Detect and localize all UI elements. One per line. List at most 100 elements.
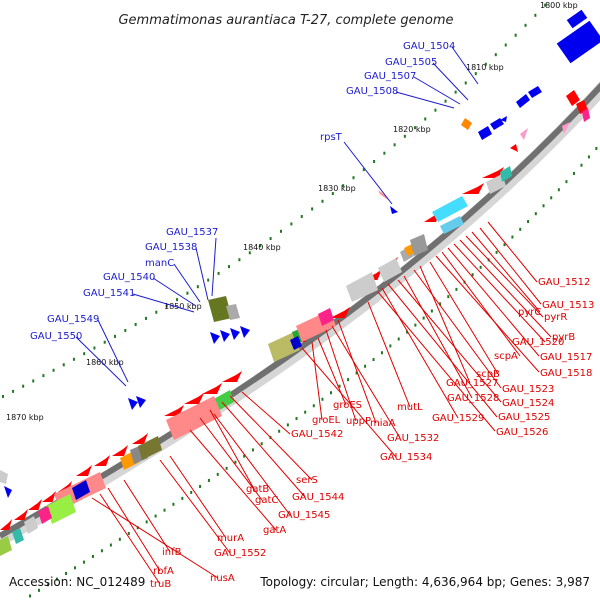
gene-arrow-red[interactable] [0, 519, 12, 530]
gene-block-pink[interactable] [38, 506, 52, 524]
gene-block-blue[interactable] [566, 9, 588, 29]
gene-label-murA[interactable]: murA [217, 533, 244, 544]
gene-block-teal[interactable] [500, 166, 512, 182]
gene-block-gray[interactable] [486, 174, 506, 194]
gene-arrow-red[interactable] [364, 269, 382, 280]
gene-label-GAU_1532[interactable]: GAU_1532 [387, 433, 439, 444]
gene-block-lightred[interactable] [378, 190, 388, 200]
gene-label-GAU_1513[interactable]: GAU_1513 [542, 300, 594, 311]
gene-label-gatA[interactable]: gatA [263, 525, 286, 536]
gene-label-GAU_1538[interactable]: GAU_1538 [145, 242, 197, 253]
gene-arrow-red[interactable] [566, 90, 580, 106]
gene-arrow-blue[interactable] [390, 206, 398, 214]
gene-label-GAU_1552[interactable]: GAU_1552 [214, 548, 266, 559]
gene-label-nusA[interactable]: nusA [210, 573, 235, 584]
gene-arrow-red[interactable] [184, 393, 204, 404]
gene-block-orange[interactable] [461, 118, 472, 130]
gene-label-GAU_1542[interactable]: GAU_1542 [291, 429, 343, 440]
gene-label-scpB[interactable]: scpB [476, 369, 500, 380]
gene-label-GAU_1544[interactable]: GAU_1544 [292, 492, 344, 503]
gene-label-GAU_1517[interactable]: GAU_1517 [540, 352, 592, 363]
gene-arrow-red[interactable] [164, 405, 184, 416]
gene-label-GAU_1508[interactable]: GAU_1508 [346, 86, 398, 97]
gene-block-teal[interactable] [12, 528, 24, 544]
gene-block-pink[interactable] [582, 108, 590, 122]
gene-arrow-red[interactable] [330, 307, 350, 318]
gene-label-gatB[interactable]: gatB [246, 484, 269, 495]
gene-label-GAU_1528[interactable]: GAU_1528 [447, 393, 499, 404]
gene-label-GAU_1504[interactable]: GAU_1504 [403, 41, 455, 52]
gene-block-blue[interactable] [556, 20, 600, 64]
gene-arrow-red[interactable] [202, 383, 222, 394]
gene-block-pink[interactable] [318, 308, 334, 326]
gene-arrow-red[interactable] [482, 167, 504, 178]
gene-label-serS[interactable]: serS [296, 475, 318, 486]
gene-label-manC[interactable]: manC [145, 258, 174, 269]
gene-arrow-blue[interactable] [500, 116, 507, 122]
gene-label-gatC[interactable]: gatC [255, 495, 278, 506]
gene-label-GAU_1537[interactable]: GAU_1537 [166, 227, 218, 238]
gene-label-groES[interactable]: groES [333, 400, 362, 411]
gene-arrow-red[interactable] [28, 499, 42, 510]
gene-label-GAU_1525[interactable]: GAU_1525 [498, 412, 550, 423]
gene-label-rpsT[interactable]: rpsT [320, 132, 343, 143]
gene-label-miaA[interactable]: miaA [370, 418, 396, 429]
gene-label-pyrR[interactable]: pyrR [544, 312, 567, 323]
gene-arrow-blue[interactable] [230, 328, 240, 340]
gene-arrow-blue[interactable] [210, 332, 220, 344]
gene-label-GAU_1534[interactable]: GAU_1534 [380, 452, 432, 463]
gene-arrow-blue[interactable] [128, 398, 138, 410]
gene-arrow-blue[interactable] [4, 486, 12, 498]
gene-block-blue[interactable] [72, 480, 90, 500]
gene-label-GAU_1527[interactable]: GAU_1527 [446, 378, 498, 389]
gene-block-salmon[interactable] [166, 396, 222, 440]
gene-block-olive[interactable] [208, 296, 232, 322]
gene-arrow-blue[interactable] [220, 330, 230, 342]
gene-block-gray[interactable] [24, 516, 38, 534]
gene-arrow-blue[interactable] [136, 396, 146, 408]
gene-label-scpA[interactable]: scpA [494, 351, 518, 362]
gene-label-GAU_1507[interactable]: GAU_1507 [364, 71, 416, 82]
gene-block-gray[interactable] [0, 470, 8, 484]
gene-block-cyan[interactable] [432, 196, 468, 222]
gene-arrow-blue[interactable] [516, 94, 530, 108]
gene-label-GAU_1518[interactable]: GAU_1518 [540, 368, 592, 379]
gene-block-gray[interactable] [378, 258, 402, 282]
gene-arrow-pink[interactable] [520, 128, 528, 140]
gene-label-truB[interactable]: truB [150, 579, 171, 590]
gene-arrow-red[interactable] [14, 509, 28, 520]
gene-label-GAU_1512[interactable]: GAU_1512 [538, 277, 590, 288]
gene-block-gray[interactable] [346, 272, 378, 302]
gene-arrow-red[interactable] [112, 445, 128, 456]
gene-label-GAU_1523[interactable]: GAU_1523 [502, 384, 554, 395]
gene-arrow-blue[interactable] [528, 86, 542, 98]
gene-arrow-red[interactable] [424, 211, 440, 222]
gene-label-GAU_1540[interactable]: GAU_1540 [103, 272, 155, 283]
gene-arrow-red[interactable] [76, 465, 92, 476]
gene-arrow-blue[interactable] [490, 118, 504, 130]
gene-block-cyan[interactable] [440, 216, 464, 234]
gene-block-lime[interactable] [0, 536, 12, 556]
gene-arrow-pink[interactable] [562, 122, 570, 134]
gene-label-GAU_1550[interactable]: GAU_1550 [30, 331, 82, 342]
gene-arrow-blue[interactable] [478, 126, 492, 140]
gene-label-pyrC[interactable]: pyrC [518, 307, 541, 318]
gene-label-GAU_1505[interactable]: GAU_1505 [385, 57, 437, 68]
gene-arrow-red[interactable] [462, 183, 484, 194]
gene-arrow-blue[interactable] [240, 326, 250, 338]
gene-arrow-red[interactable] [132, 433, 148, 444]
gene-label-GAU_1549[interactable]: GAU_1549 [47, 314, 99, 325]
gene-label-pyrB[interactable]: pyrB [552, 332, 575, 343]
gene-block-gray[interactable] [410, 234, 428, 256]
gene-block-lime[interactable] [46, 494, 76, 524]
gene-label-groEL[interactable]: groEL [312, 415, 341, 426]
gene-label-infB[interactable]: infB [162, 547, 182, 558]
gene-label-rbfA[interactable]: rbfA [153, 566, 174, 577]
gene-label-GAU_1524[interactable]: GAU_1524 [502, 398, 554, 409]
gene-block-gray[interactable] [226, 304, 240, 320]
gene-label-uppP[interactable]: uppP [346, 416, 371, 427]
gene-block-olive[interactable] [138, 436, 162, 460]
gene-block-blue[interactable] [290, 336, 302, 350]
gene-label-GAU_1520[interactable]: GAU_1520 [512, 337, 564, 348]
gene-arrow-red[interactable] [42, 491, 56, 502]
